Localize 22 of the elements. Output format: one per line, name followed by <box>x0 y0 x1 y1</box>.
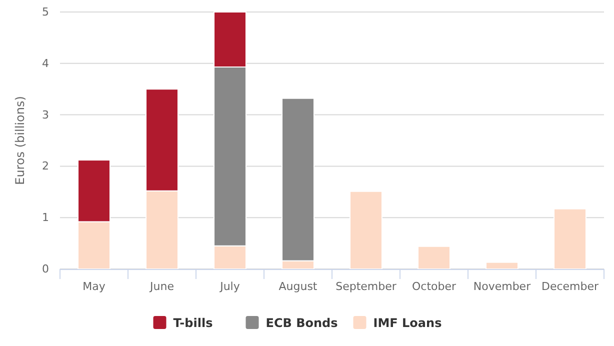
bar <box>350 190 382 270</box>
x-tick-label: August <box>278 280 318 293</box>
legend-label: ECB Bonds <box>266 316 338 330</box>
x-tick-label: June <box>149 280 174 293</box>
y-tick-label: 0 <box>42 262 49 276</box>
x-tick-label: July <box>219 280 240 293</box>
x-tick-label: October <box>412 280 456 293</box>
y-tick-label: 3 <box>42 108 49 122</box>
y-tick-label: 4 <box>42 56 49 70</box>
legend-label: T-bills <box>173 316 213 330</box>
y-axis-title: Euros (billions) <box>13 96 27 185</box>
x-tick-label: September <box>336 280 397 293</box>
bar <box>554 208 586 270</box>
y-tick-label: 1 <box>42 211 49 224</box>
bar <box>418 246 450 270</box>
x-tick-label: December <box>541 280 599 293</box>
y-tick-label: 2 <box>42 160 49 173</box>
bar <box>486 262 518 270</box>
x-tick-label: November <box>473 280 532 293</box>
x-tick-label: May <box>82 280 106 293</box>
y-tick-label: 5 <box>42 6 49 19</box>
legend-label: IMF Loans <box>373 316 442 330</box>
